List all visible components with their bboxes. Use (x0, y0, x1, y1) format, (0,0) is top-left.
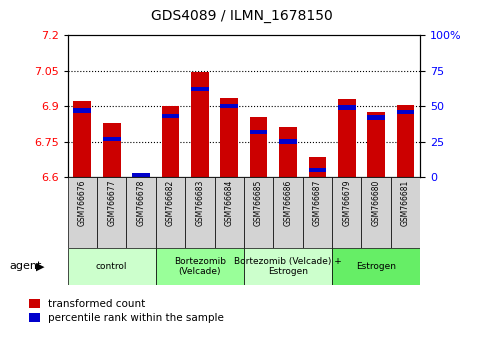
Bar (220, 98, 238, 177)
Text: Bortezomib (Velcade) +
Estrogen: Bortezomib (Velcade) + Estrogen (234, 257, 342, 276)
Bar (132, 173, 150, 178)
Text: agent: agent (10, 261, 42, 271)
Text: Bortezomib
(Velcade): Bortezomib (Velcade) (174, 257, 226, 276)
Text: GSM766677: GSM766677 (107, 180, 116, 226)
Bar (367, 115, 385, 120)
Bar (250, 117, 268, 177)
Bar (132, 175, 150, 177)
Bar (220, 104, 238, 108)
Bar (73, 102, 91, 177)
Text: GSM766683: GSM766683 (195, 180, 204, 226)
Text: GSM766676: GSM766676 (78, 180, 87, 226)
Bar (103, 123, 120, 177)
Bar (127, 177, 156, 248)
Bar (338, 99, 355, 177)
Bar (309, 157, 326, 177)
Bar (162, 106, 179, 177)
Text: GSM766686: GSM766686 (284, 180, 293, 226)
Text: Estrogen: Estrogen (356, 262, 396, 271)
Text: GSM766681: GSM766681 (401, 180, 410, 226)
Text: GDS4089 / ILMN_1678150: GDS4089 / ILMN_1678150 (151, 9, 332, 23)
Text: control: control (96, 262, 128, 271)
Bar (185, 177, 214, 248)
Bar (156, 177, 185, 248)
Text: GSM766685: GSM766685 (254, 180, 263, 226)
Bar (332, 177, 361, 248)
Bar (332, 248, 420, 285)
Text: GSM766684: GSM766684 (225, 180, 234, 226)
Bar (279, 139, 297, 144)
Bar (191, 72, 209, 177)
Bar (367, 112, 385, 177)
Bar (273, 177, 303, 248)
Text: GSM766679: GSM766679 (342, 180, 351, 226)
Bar (214, 177, 244, 248)
Bar (68, 177, 97, 248)
Bar (303, 177, 332, 248)
Bar (338, 105, 355, 110)
Bar (244, 177, 273, 248)
Bar (397, 110, 414, 114)
Bar (97, 177, 127, 248)
Legend: transformed count, percentile rank within the sample: transformed count, percentile rank withi… (29, 299, 224, 323)
Text: GSM766682: GSM766682 (166, 180, 175, 226)
Text: ▶: ▶ (36, 261, 45, 271)
Bar (191, 87, 209, 91)
Bar (73, 108, 91, 113)
Bar (397, 105, 414, 177)
Bar (68, 248, 156, 285)
Bar (279, 127, 297, 177)
Text: GSM766678: GSM766678 (137, 180, 145, 226)
Text: GSM766687: GSM766687 (313, 180, 322, 226)
Text: GSM766680: GSM766680 (371, 180, 381, 226)
Bar (250, 130, 268, 134)
Bar (103, 137, 121, 141)
Bar (309, 168, 326, 172)
Bar (391, 177, 420, 248)
Bar (156, 248, 244, 285)
Bar (244, 248, 332, 285)
Bar (162, 114, 179, 118)
Bar (361, 177, 391, 248)
